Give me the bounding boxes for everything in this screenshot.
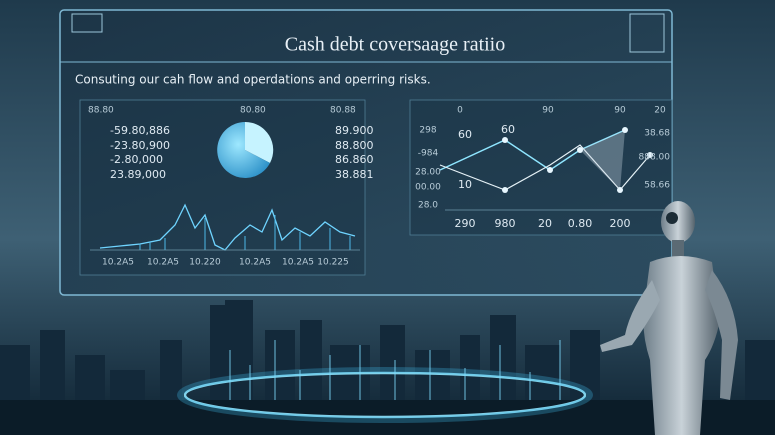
x-label: 10.2A5: [147, 258, 179, 268]
spike-bars: [139, 215, 351, 250]
top-label: 80.88: [330, 106, 356, 116]
value-label: 23.89,000: [110, 168, 166, 181]
value-label: 86.860: [335, 153, 374, 166]
top-label: 88.80: [88, 106, 114, 116]
title: Cash debt coversaage ratiio: [285, 34, 505, 56]
top-label: 90: [614, 106, 626, 116]
point-label: 10: [458, 178, 472, 191]
holo-ring: [183, 371, 587, 419]
corner-box: [71, 13, 103, 33]
side-label: 38.68: [644, 129, 670, 139]
city-skyline: [0, 300, 775, 435]
subtitle: Consuting our cah flow and operdations a…: [75, 73, 431, 87]
pie-slice: [245, 121, 274, 163]
value-label: 88.800: [335, 139, 374, 152]
value-label: -59.80,886: [110, 124, 170, 137]
y-label: 28.00: [415, 168, 441, 178]
top-label: 90: [542, 106, 554, 116]
holo-ring-glow: [177, 367, 593, 423]
right-subpanel: [409, 99, 673, 236]
x-label: 20: [538, 217, 552, 230]
value-label: 89.900: [335, 124, 374, 137]
x-label: 0.80: [568, 217, 593, 230]
value-label: -2.80,000: [110, 153, 163, 166]
y-label: 28.0: [418, 201, 438, 211]
corner-box: [629, 13, 665, 53]
x-label: 10.2A5: [102, 258, 134, 268]
x-label: 10.225: [317, 258, 349, 268]
y-label: 298: [419, 126, 436, 136]
point-label: 60: [501, 123, 515, 136]
point-label: 60: [458, 128, 472, 141]
value-label: -23.80,900: [110, 139, 170, 152]
top-label: 80.80: [240, 106, 266, 116]
x-label: 290: [455, 217, 476, 230]
y-label: -984: [418, 149, 439, 159]
pie-slice: [217, 122, 270, 178]
points: [502, 127, 653, 193]
spike-line: [99, 203, 356, 251]
x-label: 10.2A5: [282, 258, 314, 268]
robot: [600, 201, 738, 435]
x-label: 200: [610, 217, 631, 230]
value-label: 38.881: [335, 168, 374, 181]
area: [580, 130, 625, 190]
x-label: 10.220: [189, 258, 221, 268]
side-label: 58.66: [644, 181, 670, 191]
x-label: 980: [495, 217, 516, 230]
top-label: 20: [654, 106, 666, 116]
holo-bars: [229, 340, 561, 400]
y-label: 00.00: [415, 183, 441, 193]
side-label: 888.00: [639, 153, 671, 163]
line-b: [439, 144, 651, 191]
x-label: 10.2A5: [239, 258, 271, 268]
top-label: 0: [457, 106, 463, 116]
